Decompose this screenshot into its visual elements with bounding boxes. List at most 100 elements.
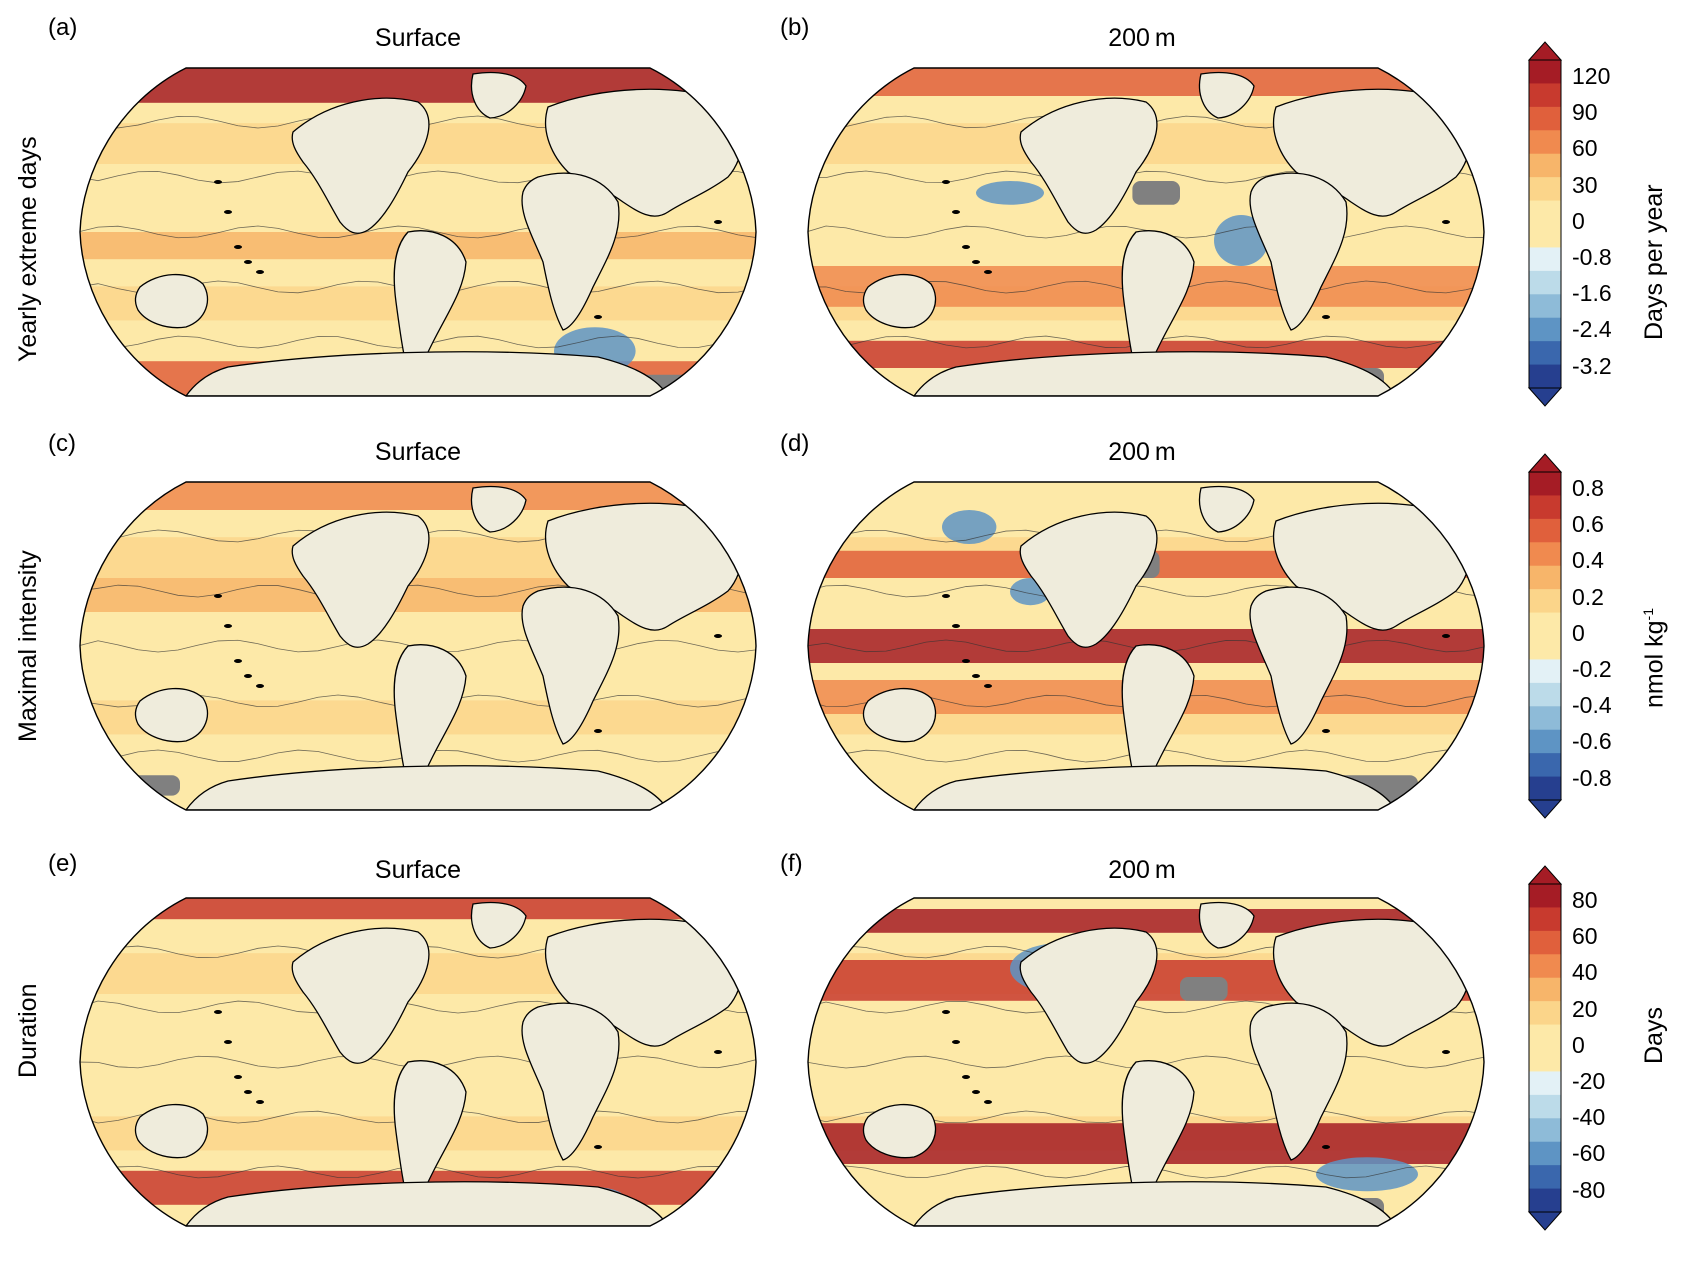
colorbar-tick-label: -0.8 (1572, 244, 1612, 270)
land-mass (912, 351, 1398, 396)
land-mass (862, 1103, 937, 1159)
land-mass (1249, 172, 1348, 331)
ocean-field (808, 482, 1484, 810)
island (1442, 220, 1450, 224)
colorbar-swatch (1529, 317, 1561, 342)
colorbar-swatch (1529, 753, 1561, 778)
colorbar-swatch (1529, 60, 1561, 84)
colorbar-swatch (1529, 565, 1561, 590)
island (714, 634, 722, 638)
colorbar-tick-label: 40 (1572, 959, 1598, 986)
island (594, 1145, 602, 1149)
colorbar-maximal-intensity (1527, 453, 1563, 819)
colorbar-swatch (1529, 612, 1561, 637)
island (214, 1010, 222, 1014)
colorbar-min-triangle (1527, 799, 1563, 819)
colorbar-max-triangle (1527, 865, 1563, 885)
no-data-region (1180, 977, 1228, 1001)
colorbar-swatch (1529, 884, 1561, 908)
island (962, 245, 970, 249)
ocean-field (808, 898, 1484, 1226)
no-data-region (1132, 181, 1180, 205)
panel-letter-b: (b) (780, 14, 810, 41)
unit-superscript: -1 (1640, 608, 1656, 621)
island (1322, 1145, 1330, 1149)
map-panel-a (79, 67, 757, 397)
colorbar-swatch (1529, 1165, 1561, 1190)
colorbar-swatch (1529, 294, 1561, 319)
island (952, 624, 960, 628)
map-panel-f (807, 897, 1485, 1227)
colorbar-tick-label: -60 (1572, 1140, 1606, 1167)
island (244, 260, 252, 264)
island (256, 270, 264, 274)
land-mass (912, 765, 1398, 810)
map-panel-c (79, 481, 757, 811)
map-outline (79, 67, 757, 397)
colorbar-swatch (1529, 542, 1561, 567)
map-outline (807, 897, 1485, 1227)
ocean-field (80, 68, 756, 396)
land-mass (862, 687, 937, 743)
colorbar-swatch (1529, 1024, 1561, 1049)
island (1442, 634, 1450, 638)
panel-title-d: 200 m (1108, 438, 1176, 466)
colorbar-swatch (1529, 954, 1561, 979)
land-mass (1249, 586, 1348, 745)
island (244, 1090, 252, 1094)
colorbar-swatch (1529, 130, 1561, 155)
land-mass (521, 172, 620, 331)
land-mass (1198, 901, 1255, 949)
ocean-field (80, 482, 756, 810)
cool-anomaly (1316, 1157, 1418, 1192)
panel-letter-e: (e) (48, 850, 78, 877)
ocean-field (808, 68, 1484, 396)
colorbar-tick-label: 0.6 (1572, 511, 1604, 538)
island (942, 1010, 950, 1014)
cool-anomaly (942, 510, 997, 544)
colorbar-tick-label: -0.2 (1572, 656, 1612, 682)
island (972, 1090, 980, 1094)
panel-title-c: Surface (374, 438, 462, 466)
map-panel-d (807, 481, 1485, 811)
colorbar-swatch (1529, 706, 1561, 731)
colorbar-swatch (1529, 200, 1561, 225)
island (256, 684, 264, 688)
colorbar-tick-label: 0.2 (1572, 583, 1604, 610)
map-panel-e (79, 897, 757, 1227)
colorbar-swatch (1529, 1071, 1561, 1096)
colorbar-swatch (1529, 589, 1561, 614)
colorbar-max-triangle (1527, 453, 1563, 473)
land-mass (184, 351, 670, 396)
cool-anomaly (1214, 215, 1269, 266)
colorbar-tick-label: -0.6 (1572, 728, 1612, 755)
island (224, 624, 232, 628)
land-mass (862, 273, 937, 329)
land-mass (134, 687, 209, 743)
island (1322, 729, 1330, 733)
colorbar-tick-label: -3.2 (1572, 352, 1612, 379)
colorbar-swatch (1529, 270, 1561, 295)
colorbar-tick-label: 80 (1572, 887, 1598, 913)
colorbar-tick-label: 0 (1572, 1031, 1585, 1058)
map-outline (807, 481, 1485, 811)
land-mass (291, 97, 430, 234)
colorbar-swatch (1529, 1188, 1561, 1213)
land-mass (470, 901, 527, 949)
colorbar-tick-label: 20 (1572, 995, 1598, 1022)
island (984, 270, 992, 274)
colorbar-swatch (1529, 659, 1561, 684)
island (714, 220, 722, 224)
colorbar-tick-label: -20 (1572, 1068, 1606, 1094)
colorbar-swatch (1529, 341, 1561, 366)
colorbar-tick-label: 60 (1572, 923, 1598, 950)
land-mass (1249, 1002, 1348, 1161)
colorbar-swatch (1529, 247, 1561, 272)
cool-anomaly (976, 181, 1044, 205)
colorbar-swatch (1529, 907, 1561, 932)
row-label-duration: Duration (14, 983, 42, 1079)
land-mass (291, 511, 430, 648)
colorbar-max-triangle (1527, 41, 1563, 61)
colorbar-swatch (1529, 495, 1561, 520)
island (972, 674, 980, 678)
